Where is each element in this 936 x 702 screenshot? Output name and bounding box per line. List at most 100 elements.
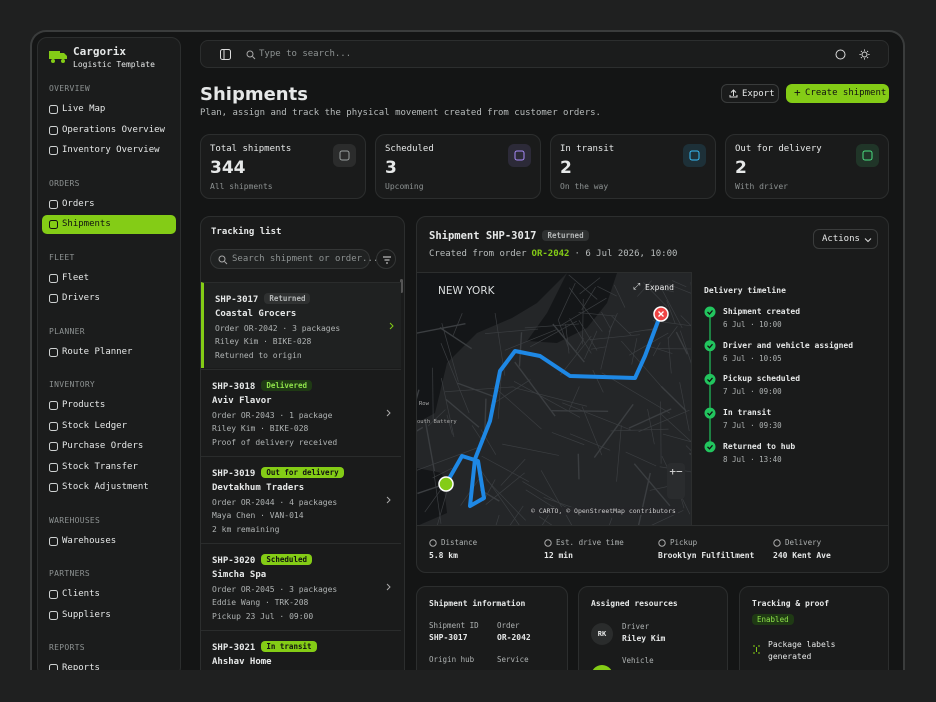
rect (49, 462, 58, 472)
timeline-event: Pickup scheduled (723, 374, 801, 384)
field-label: Order (497, 621, 520, 630)
nav-item[interactable]: Stock Ledger (42, 417, 176, 436)
nav-item[interactable]: Warehouses (42, 532, 176, 551)
street (662, 433, 691, 443)
timeline-time: 8 Jul · 13:40 (723, 454, 782, 464)
rect (49, 664, 58, 670)
circle (544, 539, 552, 547)
nav-item[interactable]: Reports (42, 659, 176, 670)
shipment-info-card: Shipment information Shipment ID SHP-3017 O… (416, 586, 568, 670)
rect (49, 401, 58, 410)
nav-item[interactable]: Orders (42, 195, 176, 214)
brand-tagline: Logistic Template (73, 60, 155, 69)
nav-item[interactable]: Inventory Overview (42, 141, 176, 160)
nav-label: Fleet (62, 272, 90, 283)
order-info: Order OR-2045 · 3 packages (212, 585, 338, 594)
nav-label: Warehouses (62, 535, 117, 546)
nav-item[interactable]: Stock Transfer (42, 458, 176, 477)
rect (862, 150, 873, 161)
stat-value: 2 (735, 158, 747, 178)
timeline-event: Shipment created (723, 307, 801, 316)
nav-icon (49, 483, 58, 492)
circle (835, 49, 846, 60)
map-canvas (417, 273, 691, 525)
nav-item[interactable]: Operations Overview (42, 121, 176, 140)
vehicle-label: Vehicle (622, 656, 654, 665)
create-button[interactable]: Create shipment + (786, 84, 889, 103)
street (457, 382, 495, 398)
street (427, 409, 446, 427)
client-name: Simcha Spa (212, 570, 267, 580)
actions-button[interactable]: Actions (813, 229, 878, 249)
nav-item[interactable]: Fleet (42, 269, 176, 288)
nav-icon (49, 273, 58, 283)
nav-item[interactable]: Purchase Orders (42, 437, 176, 456)
metric-icon (429, 539, 437, 547)
field-label: Service (497, 655, 529, 664)
street (485, 472, 525, 505)
street (424, 418, 436, 472)
nav-item[interactable]: Shipments (42, 215, 176, 234)
nav-item[interactable]: Suppliers (42, 606, 176, 625)
detail-order[interactable]: OR-2042 (531, 249, 570, 259)
tracking-title: Tracking list (211, 227, 282, 237)
section-title: OVERVIEW (49, 84, 90, 93)
metric-value: 5.8 km (429, 551, 458, 560)
street (581, 406, 603, 456)
sidebar-toggle (220, 49, 231, 60)
tracking-item[interactable]: SHP-3018 Delivered Aviv Flavor Order OR-204… (201, 369, 401, 455)
nav-item[interactable]: Clients (42, 585, 176, 604)
timeline-time: 6 Jul · 10:00 (723, 320, 782, 329)
stat-glyph (339, 150, 350, 161)
driver-label: Driver (622, 622, 650, 631)
timeline-event: In transit (723, 408, 772, 418)
metric-value: Brooklyn Fulfillment (658, 551, 755, 560)
driver-info: Riley Kim · BIKE-028 (212, 424, 309, 433)
nav-item[interactable]: Products (42, 396, 176, 415)
street (578, 319, 598, 351)
tracking-search[interactable]: Search shipment or order... (210, 249, 378, 269)
expand-button[interactable]: Expand (645, 283, 674, 292)
street (601, 372, 671, 414)
export-button[interactable]: Export (721, 84, 779, 103)
line (224, 261, 228, 265)
street (589, 334, 640, 341)
nav-item[interactable]: Stock Adjustment (42, 478, 176, 497)
street (591, 346, 606, 350)
origin-pin (438, 476, 454, 492)
street (582, 299, 584, 345)
nav-label: Reports (62, 663, 100, 670)
nav-icon (49, 125, 58, 135)
filter-button[interactable] (376, 249, 396, 269)
tracking-item[interactable]: SHP-3021 In transit Ahshav Home (201, 630, 401, 670)
metric-label: Distance (441, 538, 478, 547)
tracking-item[interactable]: SHP-3020 Scheduled Simcha Spa Order OR-2045… (201, 543, 401, 629)
street (432, 367, 434, 420)
shipment-detail: Shipment SHP-3017 Returned Created from or… (416, 216, 889, 573)
nav-item[interactable]: Route Planner (42, 343, 176, 362)
tracking-item[interactable]: SHP-3019 Out for delivery Devtakhum Trader… (201, 456, 401, 542)
stat-card: Scheduled 3 Upcoming (375, 134, 541, 199)
nav-icon (49, 347, 58, 357)
street (551, 432, 585, 446)
field-value: OR-2042 (497, 633, 531, 642)
timeline-event: Returned to hub (723, 441, 796, 451)
status-badge: Returned (264, 293, 311, 304)
nav-item[interactable]: Drivers (42, 289, 176, 308)
street (578, 312, 616, 317)
street (609, 517, 613, 525)
street (524, 323, 580, 329)
nav-item[interactable]: Live Map (42, 100, 176, 119)
metrics-row: Distance 5.8 km Est. drive time 12 min Picku… (417, 525, 888, 572)
metric-value: 12 min (544, 551, 573, 560)
nav-icon (49, 590, 58, 599)
search-input[interactable]: Type to search... (259, 49, 352, 59)
tracking-item[interactable]: SHP-3017 Returned Coastal Grocers Order OR-… (201, 282, 401, 368)
street (680, 315, 691, 327)
street (628, 408, 672, 429)
driver-avatar: RK (591, 623, 613, 645)
nav-icon (49, 401, 58, 410)
sidebar: Cargorix Logistic Template OVERVIEW Live Ma… (37, 37, 181, 670)
zoom-control[interactable]: +− (667, 463, 685, 499)
street (439, 326, 473, 350)
